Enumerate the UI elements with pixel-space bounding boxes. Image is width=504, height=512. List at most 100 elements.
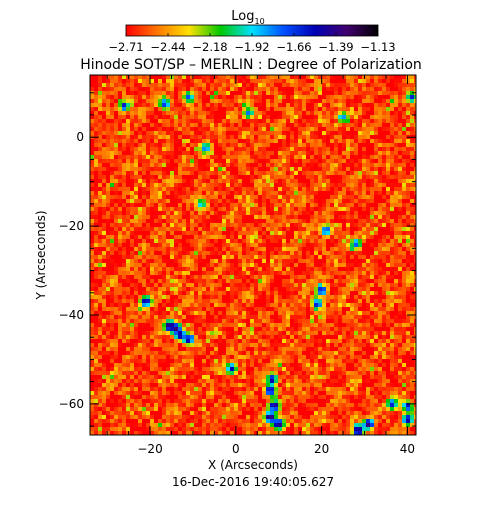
heatmap-cell	[266, 255, 270, 259]
heatmap-cell	[186, 115, 190, 119]
heatmap-cell	[258, 303, 262, 307]
heatmap-cell	[226, 115, 230, 119]
heatmap-cell	[410, 151, 414, 155]
heatmap-cell	[402, 199, 406, 203]
heatmap-cell	[286, 223, 290, 227]
heatmap-cell	[114, 187, 118, 191]
heatmap-cell	[186, 103, 190, 107]
heatmap-cell	[362, 219, 366, 223]
heatmap-cell	[358, 175, 362, 179]
heatmap-cell	[210, 271, 214, 275]
heatmap-cell	[290, 251, 294, 255]
heatmap-cell	[398, 167, 402, 171]
heatmap-cell	[346, 255, 350, 259]
heatmap-cell	[138, 103, 142, 107]
heatmap-cell	[358, 187, 362, 191]
heatmap-cell	[210, 247, 214, 251]
heatmap-cell	[370, 259, 374, 263]
heatmap-cell	[234, 171, 238, 175]
heatmap-cell	[306, 159, 310, 163]
heatmap-cell	[274, 95, 278, 99]
heatmap-cell	[302, 115, 306, 119]
heatmap-cell	[386, 231, 390, 235]
heatmap-cell	[186, 171, 190, 175]
heatmap-cell	[294, 115, 298, 119]
heatmap-cell	[218, 315, 222, 319]
heatmap-cell	[202, 235, 206, 239]
heatmap-cell	[134, 175, 138, 179]
heatmap-cell	[250, 135, 254, 139]
heatmap-cell	[306, 227, 310, 231]
heatmap-cell	[262, 283, 266, 287]
heatmap-cell	[330, 311, 334, 315]
heatmap-cell	[202, 191, 206, 195]
heatmap-cell	[386, 83, 390, 87]
heatmap-cell	[370, 131, 374, 135]
heatmap-cell	[362, 215, 366, 219]
heatmap-cell	[158, 235, 162, 239]
heatmap-cell	[194, 143, 198, 147]
heatmap-cell	[206, 139, 210, 143]
heatmap-cell	[302, 131, 306, 135]
heatmap-cell	[162, 291, 166, 295]
heatmap-cell	[362, 239, 366, 243]
heatmap-cell	[390, 295, 394, 299]
heatmap-cell	[150, 139, 154, 143]
heatmap-cell	[146, 111, 150, 115]
heatmap-cell	[210, 167, 214, 171]
heatmap-cell	[414, 215, 416, 219]
heatmap-cell	[226, 171, 230, 175]
heatmap-cell	[134, 227, 138, 231]
heatmap-cell	[106, 87, 110, 91]
heatmap-cell	[142, 219, 146, 223]
heatmap-cell	[90, 111, 94, 115]
heatmap-cell	[342, 151, 346, 155]
heatmap-cell	[114, 279, 118, 283]
heatmap-cell	[238, 291, 242, 295]
heatmap-cell	[154, 163, 158, 167]
heatmap-cell	[286, 183, 290, 187]
heatmap-cell	[138, 219, 142, 223]
heatmap-cell	[90, 295, 94, 299]
heatmap-cell	[90, 267, 94, 271]
heatmap-cell	[98, 195, 102, 199]
heatmap-cell	[362, 255, 366, 259]
heatmap-cell	[402, 115, 406, 119]
heatmap-cell	[110, 103, 114, 107]
heatmap-cell	[382, 139, 386, 143]
heatmap-cell	[198, 251, 202, 255]
heatmap-cell	[282, 299, 286, 303]
heatmap-cell	[362, 251, 366, 255]
heatmap-cell	[410, 211, 414, 215]
heatmap-cell	[290, 215, 294, 219]
heatmap-cell	[234, 155, 238, 159]
heatmap-cell	[314, 147, 318, 151]
colorbar-tick-label: −1.92	[234, 40, 269, 54]
heatmap-cell	[198, 239, 202, 243]
heatmap-cell	[262, 311, 266, 315]
heatmap-cell	[362, 243, 366, 247]
heatmap-cell	[286, 103, 290, 107]
heatmap-cell	[282, 287, 286, 291]
heatmap-cell	[258, 271, 262, 275]
heatmap-cell	[310, 191, 314, 195]
heatmap-cell	[98, 131, 102, 135]
heatmap-cell	[126, 299, 130, 303]
heatmap-cell	[382, 215, 386, 219]
heatmap-cell	[270, 203, 274, 207]
heatmap-cell	[90, 275, 94, 279]
heatmap-cell	[258, 139, 262, 143]
heatmap-cell	[198, 199, 202, 203]
heatmap-cell	[102, 79, 106, 83]
heatmap-cell	[102, 303, 106, 307]
heatmap-cell	[162, 91, 166, 95]
heatmap-cell	[290, 187, 294, 191]
heatmap-cell	[174, 259, 178, 263]
heatmap-cell	[354, 131, 358, 135]
heatmap-cell	[122, 251, 126, 255]
heatmap-cell	[110, 171, 114, 175]
heatmap-cell	[122, 139, 126, 143]
heatmap-cell	[138, 107, 142, 111]
heatmap-cell	[118, 235, 122, 239]
heatmap-cell	[158, 139, 162, 143]
